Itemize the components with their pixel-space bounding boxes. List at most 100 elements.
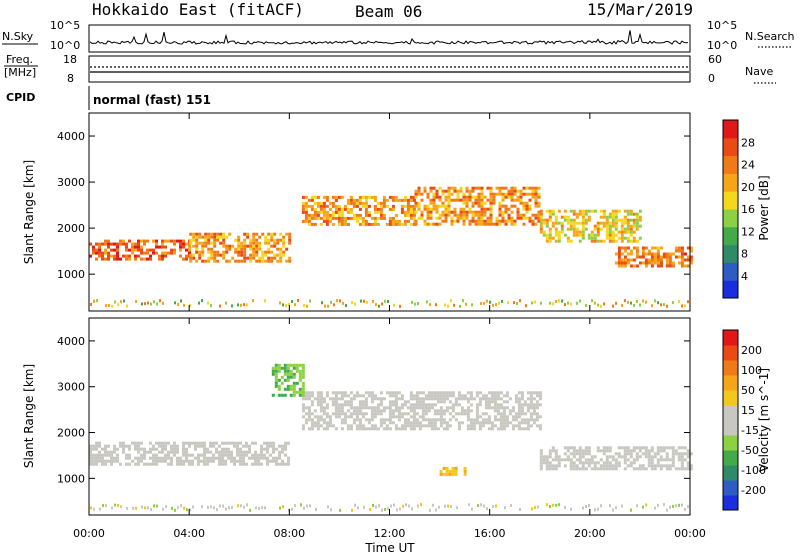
- power-cell: [267, 247, 271, 251]
- velocity-cell: [499, 427, 503, 431]
- power-cell: [330, 300, 332, 304]
- velocity-cell: [668, 446, 672, 450]
- power-cell: [444, 189, 448, 193]
- velocity-cell: [316, 424, 320, 428]
- velocity-cell: [599, 467, 603, 471]
- velocity-cell: [358, 424, 362, 428]
- velocity-cell: [337, 397, 341, 401]
- power-cell: [489, 201, 493, 205]
- power-cell: [674, 255, 678, 259]
- power-cell: [322, 201, 326, 205]
- velocity-cell: [170, 456, 173, 460]
- power-cell: [635, 252, 639, 256]
- power-cell: [650, 252, 654, 256]
- velocity-cell: [379, 421, 383, 425]
- power-cell: [624, 299, 626, 303]
- velocity-cell: [239, 441, 242, 445]
- power-cell: [104, 257, 107, 261]
- velocity-cell: [442, 472, 446, 476]
- velocity-cell: [454, 403, 458, 407]
- power-cell: [195, 238, 199, 242]
- velocity-cell: [337, 412, 341, 416]
- power-cell: [489, 189, 493, 193]
- velocity-cell: [221, 456, 224, 460]
- power-cell: [462, 299, 464, 303]
- power-cell: [153, 300, 155, 304]
- power-cell: [447, 204, 451, 208]
- velocity-cell: [481, 418, 485, 422]
- power-cell: [542, 230, 546, 234]
- power-cell: [282, 253, 286, 257]
- velocity-cell: [304, 391, 308, 395]
- velocity-cell: [526, 391, 530, 395]
- power-cell: [525, 201, 529, 205]
- power-cell: [93, 299, 95, 303]
- power-cell: [337, 204, 341, 208]
- velocity-cell: [289, 387, 293, 391]
- power-cell: [456, 216, 460, 220]
- velocity-cell: [144, 506, 146, 510]
- power-cell: [182, 245, 185, 249]
- velocity-cell: [629, 464, 633, 468]
- power-cell: [237, 241, 241, 245]
- velocity-cell: [361, 400, 365, 404]
- power-cell: [501, 192, 505, 196]
- power-cell: [629, 227, 633, 231]
- power-cell: [358, 216, 362, 220]
- velocity-cell: [460, 409, 464, 413]
- velocity-cell: [161, 459, 164, 463]
- power-cell: [480, 192, 484, 196]
- velocity-cell: [330, 508, 332, 512]
- power-cell: [161, 245, 164, 249]
- velocity-cell: [454, 397, 458, 401]
- power-cell: [534, 201, 538, 205]
- velocity-cell: [409, 391, 413, 395]
- power-cell: [164, 251, 167, 255]
- power-cell: [471, 219, 475, 223]
- power-cell: [614, 209, 618, 213]
- power-cell: [593, 209, 597, 213]
- power-cell: [578, 230, 582, 234]
- power-cell: [617, 252, 621, 256]
- velocity-cell: [388, 406, 392, 410]
- power-cell: [412, 195, 416, 199]
- velocity-cell: [227, 441, 230, 445]
- velocity-cell: [349, 424, 353, 428]
- power-cell: [388, 219, 392, 223]
- velocity-cell: [382, 421, 386, 425]
- power-cell: [213, 250, 217, 254]
- velocity-cell: [442, 412, 446, 416]
- power-cell: [459, 210, 463, 214]
- power-cell: [551, 221, 555, 225]
- velocity-cell: [361, 394, 365, 398]
- power-cell: [119, 242, 122, 246]
- velocity-cell: [364, 427, 368, 431]
- power-cell: [134, 254, 137, 258]
- velocity-cell: [242, 462, 245, 466]
- velocity-cell: [218, 444, 221, 448]
- velocity-cell: [632, 449, 636, 453]
- velocity-cell: [424, 418, 428, 422]
- velocity-cell: [545, 458, 549, 462]
- velocity-cell: [445, 409, 449, 413]
- velocity-cell: [150, 508, 152, 512]
- power-cell: [539, 209, 543, 213]
- velocity-cell: [666, 508, 668, 512]
- power-cell: [361, 201, 365, 205]
- power-cell: [98, 254, 101, 258]
- velocity-cell: [481, 394, 485, 398]
- velocity-cell: [327, 505, 329, 509]
- velocity-cell: [412, 394, 416, 398]
- velocity-cell: [298, 372, 302, 376]
- velocity-cell: [370, 409, 374, 413]
- velocity-cell: [390, 504, 392, 508]
- velocity-cell: [587, 464, 591, 468]
- power-cell: [668, 264, 672, 268]
- power-cell: [435, 222, 439, 226]
- power-cell: [605, 224, 609, 228]
- velocity-cell: [427, 397, 431, 401]
- velocity-cell: [334, 397, 338, 401]
- velocity-cell: [331, 403, 335, 407]
- noise-sky-label: N.Sky: [2, 30, 34, 43]
- velocity-cell: [164, 453, 167, 457]
